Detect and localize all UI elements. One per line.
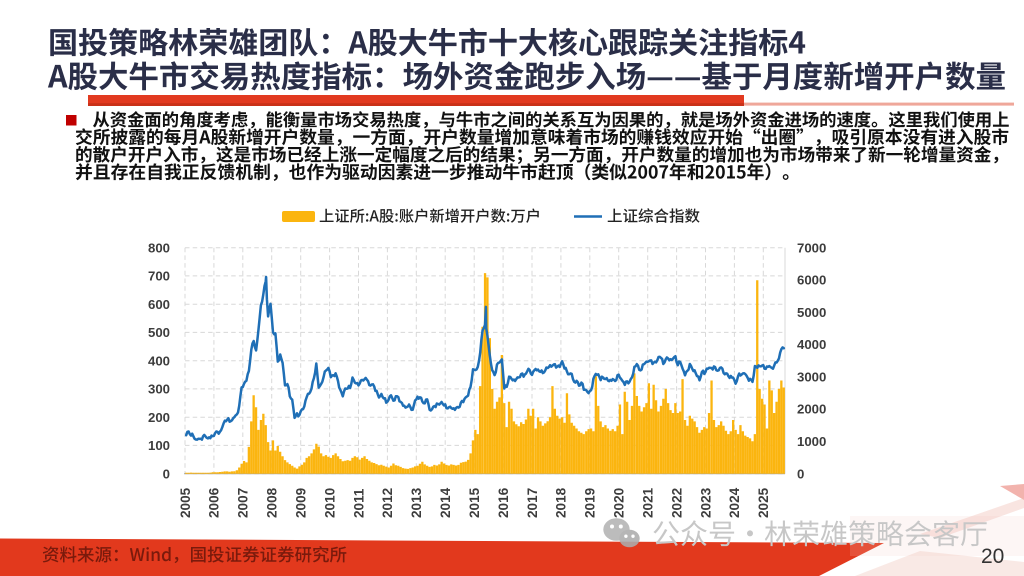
svg-text:7000: 7000 [797, 240, 826, 255]
svg-text:600: 600 [148, 297, 170, 312]
svg-text:2024: 2024 [727, 487, 742, 518]
svg-text:2017: 2017 [525, 488, 540, 518]
svg-text:2008: 2008 [265, 487, 280, 518]
svg-text:2000: 2000 [797, 402, 826, 417]
svg-text:2014: 2014 [438, 487, 453, 518]
svg-text:2013: 2013 [409, 487, 424, 518]
svg-text:4000: 4000 [797, 337, 826, 352]
svg-text:200: 200 [148, 410, 170, 425]
svg-text:2010: 2010 [322, 488, 337, 518]
svg-text:6000: 6000 [797, 273, 826, 288]
svg-text:100: 100 [148, 438, 170, 453]
svg-text:800: 800 [148, 240, 170, 255]
svg-text:2019: 2019 [583, 487, 598, 518]
svg-text:700: 700 [148, 269, 170, 284]
svg-text:20: 20 [981, 545, 1004, 568]
svg-text:2011: 2011 [351, 488, 366, 518]
svg-text:2020: 2020 [612, 488, 627, 518]
svg-text:2007: 2007 [236, 488, 251, 518]
svg-text:2006: 2006 [207, 487, 222, 518]
svg-text:300: 300 [148, 382, 170, 397]
svg-text:0: 0 [797, 466, 804, 481]
svg-text:2021: 2021 [641, 487, 656, 518]
svg-text:2009: 2009 [294, 487, 309, 518]
svg-text:5000: 5000 [797, 305, 826, 320]
svg-text:2012: 2012 [380, 487, 395, 518]
svg-text:2016: 2016 [496, 487, 511, 518]
svg-text:2018: 2018 [554, 487, 569, 518]
svg-text:3000: 3000 [797, 369, 826, 384]
svg-text:2022: 2022 [669, 487, 684, 518]
svg-text:2025: 2025 [756, 487, 771, 518]
svg-text:2023: 2023 [698, 487, 713, 518]
svg-text:2015: 2015 [467, 487, 482, 518]
svg-text:500: 500 [148, 325, 170, 340]
svg-text:2005: 2005 [178, 487, 193, 518]
svg-text:400: 400 [148, 353, 170, 368]
svg-text:0: 0 [163, 466, 170, 481]
svg-text:1000: 1000 [797, 434, 826, 449]
